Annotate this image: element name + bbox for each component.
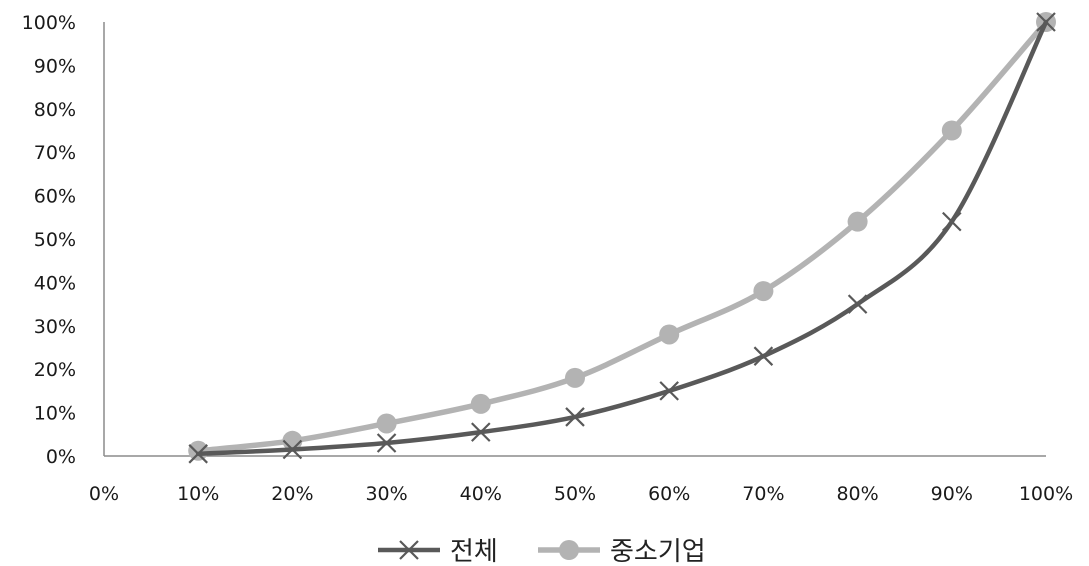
series-line (195, 19, 1049, 457)
x-marker (1036, 12, 1056, 32)
circle-marker (753, 281, 774, 302)
y-tick-label: 40% (34, 272, 76, 294)
y-tick-label: 100% (22, 12, 76, 34)
x-marker (753, 346, 774, 366)
legend-marker (559, 540, 579, 560)
y-tick-label: 0% (46, 446, 76, 468)
x-tick-label: 0% (89, 483, 119, 505)
x-marker (471, 422, 491, 442)
x-tick-label: 50% (554, 483, 596, 505)
series-0 (188, 12, 1056, 464)
x-marker (376, 433, 397, 453)
x-marker (565, 407, 585, 427)
legend-label: 중소기업 (610, 537, 706, 566)
y-tick-label: 50% (34, 229, 76, 251)
x-tick-label: 60% (648, 483, 690, 505)
circle-marker (188, 440, 209, 461)
x-marker (188, 444, 208, 464)
y-tick-label: 80% (34, 99, 76, 121)
legend-item: 중소기업 (538, 537, 706, 566)
y-tick-label: 90% (34, 55, 76, 77)
x-tick-label: 30% (365, 483, 407, 505)
x-marker (659, 381, 679, 401)
y-tick-label: 60% (34, 186, 76, 208)
x-tick-label: 80% (836, 483, 878, 505)
circle-marker (941, 120, 962, 141)
legend: 전체 중소기업 (378, 537, 706, 566)
y-tick-label: 70% (34, 142, 76, 164)
circle-marker (376, 413, 397, 434)
x-tick-label: 100% (1019, 483, 1073, 505)
x-marker (282, 439, 303, 460)
circle-marker (470, 393, 491, 414)
y-tick-label: 20% (34, 359, 76, 381)
x-tick-label: 10% (177, 483, 219, 505)
x-tick-label: 70% (742, 483, 784, 505)
y-axis-ticks: 0% 10% 20% 30% 40% 50% 60% 70% 80% 90% 100% (22, 12, 76, 468)
y-tick-label: 10% (34, 403, 76, 425)
x-tick-label: 40% (460, 483, 502, 505)
circle-marker (565, 367, 585, 388)
x-marker (942, 211, 962, 232)
legend-marker (399, 540, 419, 560)
x-axis-ticks: 0% 10% 20% 30% 40% 50% 60% 70% 80% 90% 100% (89, 483, 1073, 505)
x-tick-label: 20% (271, 483, 313, 505)
series-1 (188, 12, 1056, 461)
y-tick-label: 30% (34, 316, 76, 338)
x-marker (847, 294, 868, 314)
circle-marker (847, 211, 868, 232)
x-tick-label: 90% (931, 483, 973, 505)
legend-item: 전체 (378, 537, 498, 566)
series-line (195, 19, 1049, 454)
legend-label: 전체 (450, 537, 498, 566)
circle-marker (659, 324, 680, 345)
series-layer (188, 12, 1056, 464)
